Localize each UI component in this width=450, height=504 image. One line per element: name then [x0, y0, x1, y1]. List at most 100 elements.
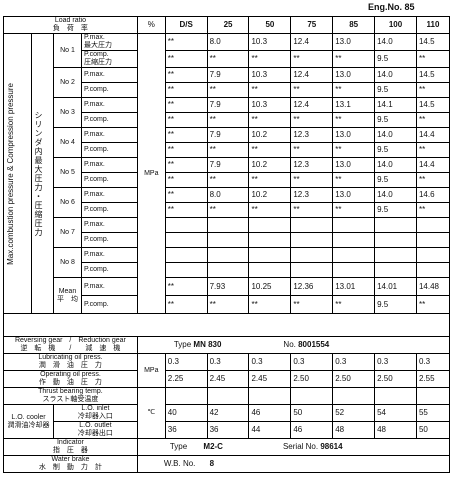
pcomp-value: **	[332, 112, 376, 128]
lo-inlet-value: 54	[374, 404, 417, 422]
pmax-value: 13.0	[332, 157, 376, 173]
pmax-value	[248, 247, 292, 263]
mean-pcomp-value: 9.5	[374, 295, 417, 314]
pmax-value	[164, 247, 208, 263]
lo-inlet-value: 46	[248, 404, 292, 422]
table-row: No 5 P.max. ** 7.9 10.2 12.3 13.0 14.0 14.4	[4, 157, 450, 188]
pcomp-value: **	[164, 202, 208, 218]
mean-pcomp-value: **	[290, 295, 334, 314]
pcomp-label: P.comp. 圧縮圧力	[80, 50, 138, 68]
thrust-label: Thrust bearing temp. スラスト軸受温度	[3, 387, 138, 405]
pmax-value: **	[164, 157, 208, 173]
cylinder-label: No 4	[52, 127, 82, 158]
thrust-value	[290, 387, 334, 405]
mean-label: Mean 平 均	[52, 277, 82, 314]
pcomp-label: P.comp.	[80, 262, 138, 278]
table-row: P.comp.	[4, 262, 450, 278]
pmax-value: 14.4	[415, 157, 450, 173]
mean-pcomp-value: **	[332, 295, 376, 314]
lo-cooler-label: L.O. cooler 潤滑油冷却器	[3, 404, 54, 439]
lo-inlet-value: 42	[206, 404, 250, 422]
pcomp-value	[164, 262, 208, 278]
pcomp-value	[248, 262, 292, 278]
oper-value: 2.50	[290, 370, 334, 388]
pmax-jp: 最大圧力	[83, 42, 112, 49]
pmax-value	[290, 247, 334, 263]
lo-cooler-en: L.O. cooler	[11, 413, 46, 421]
pmax-value	[374, 217, 417, 233]
lube-value: 0.3	[248, 353, 292, 371]
pcomp-value: **	[248, 202, 292, 218]
mean-pmax-value: 14.01	[374, 277, 417, 296]
lo-inlet-jp: 冷却器入口	[77, 413, 113, 420]
lo-inlet-value: 40	[164, 404, 208, 422]
pcomp-value: **	[248, 50, 292, 68]
pcomp-value: 9.5	[374, 112, 417, 128]
pcomp-value: **	[332, 202, 376, 218]
pcomp-label: P.comp.	[80, 295, 138, 314]
pcomp-value	[374, 262, 417, 278]
table-row	[3, 313, 450, 337]
table-row: Indicator 指 圧 器 Type M2-C Serial No. 98614	[3, 438, 450, 456]
pmax-value: 14.4	[415, 127, 450, 143]
mean-pcomp-value: **	[206, 295, 250, 314]
pcomp-value	[206, 232, 250, 248]
cylinder-label: No 6	[52, 187, 82, 218]
pcomp-value: **	[206, 50, 250, 68]
pcomp-value: 9.5	[374, 82, 417, 98]
mean-pmax-value: **	[164, 277, 208, 296]
wb-label: W.B. No.	[163, 459, 196, 468]
table-row: Operating oil press. 作 動 油 圧 力 2.25 2.45 2.4…	[3, 370, 450, 388]
pmax-value: 10.2	[248, 187, 292, 203]
lube-value: 0.3	[332, 353, 376, 371]
pmax-value: 12.4	[290, 67, 334, 83]
pcomp-value: **	[290, 82, 334, 98]
pmax-value	[374, 247, 417, 263]
pcomp-en: P.comp.	[83, 51, 109, 59]
pcomp-en: P.comp.	[83, 266, 109, 273]
pcomp-value: **	[332, 50, 376, 68]
pmax-en: P.max.	[83, 282, 105, 290]
pcomp-value: **	[206, 142, 250, 158]
indicator-serial-label: Serial No.	[282, 442, 319, 451]
table-row: No 4 P.max. ** 7.9 10.2 12.3 13.0 14.0 14.4	[4, 127, 450, 158]
pmax-value: 8.0	[206, 187, 250, 203]
thrust-value	[164, 387, 208, 405]
table-row: L.O. outlet 冷却器出口 36 36 44 46 48 48 50	[4, 421, 450, 439]
thrust-value	[206, 387, 250, 405]
lo-outlet-value: 48	[374, 421, 417, 439]
mean-en: Mean	[58, 287, 77, 295]
percent-header: %	[136, 16, 166, 34]
pmax-value: **	[164, 187, 208, 203]
lube-label: Lubricating oil press. 潤 滑 油 圧 力	[3, 353, 138, 371]
pcomp-value: **	[415, 202, 450, 218]
mean-pcomp-value: **	[248, 295, 292, 314]
pcomp-en: P.comp.	[83, 176, 109, 183]
cylinder-label: No 7	[52, 217, 82, 248]
pmax-value: 12.3	[290, 127, 334, 143]
table-row: P.comp. ** ** ** ** ** 9.5 **	[4, 172, 450, 188]
pcomp-value: **	[415, 142, 450, 158]
pcomp-label: P.comp.	[80, 112, 138, 128]
wb-value: 8	[209, 459, 215, 468]
pcomp-value: 9.5	[374, 202, 417, 218]
pcomp-value	[332, 262, 376, 278]
table-row: P.comp.	[4, 232, 450, 248]
pcomp-en: P.comp.	[83, 300, 109, 308]
pcomp-jp: 圧縮圧力	[83, 59, 112, 66]
lo-outlet-value: 44	[248, 421, 292, 439]
pmax-value: 12.3	[290, 187, 334, 203]
pmax-en: P.max.	[83, 131, 105, 138]
pmax-value: 14.5	[415, 33, 450, 51]
pcomp-value: **	[248, 142, 292, 158]
pcomp-value: **	[415, 82, 450, 98]
lo-outlet-value: 48	[332, 421, 376, 439]
pmax-label: P.max.	[80, 217, 138, 233]
pmax-value: 14.0	[374, 127, 417, 143]
pmax-value: 13.0	[332, 187, 376, 203]
lube-value: 0.3	[374, 353, 417, 371]
water-brake-en: Water brake	[51, 456, 90, 464]
mean-pmax-value: 14.48	[415, 277, 450, 296]
pmax-en: P.max.	[83, 101, 105, 108]
lube-value: 0.3	[164, 353, 208, 371]
